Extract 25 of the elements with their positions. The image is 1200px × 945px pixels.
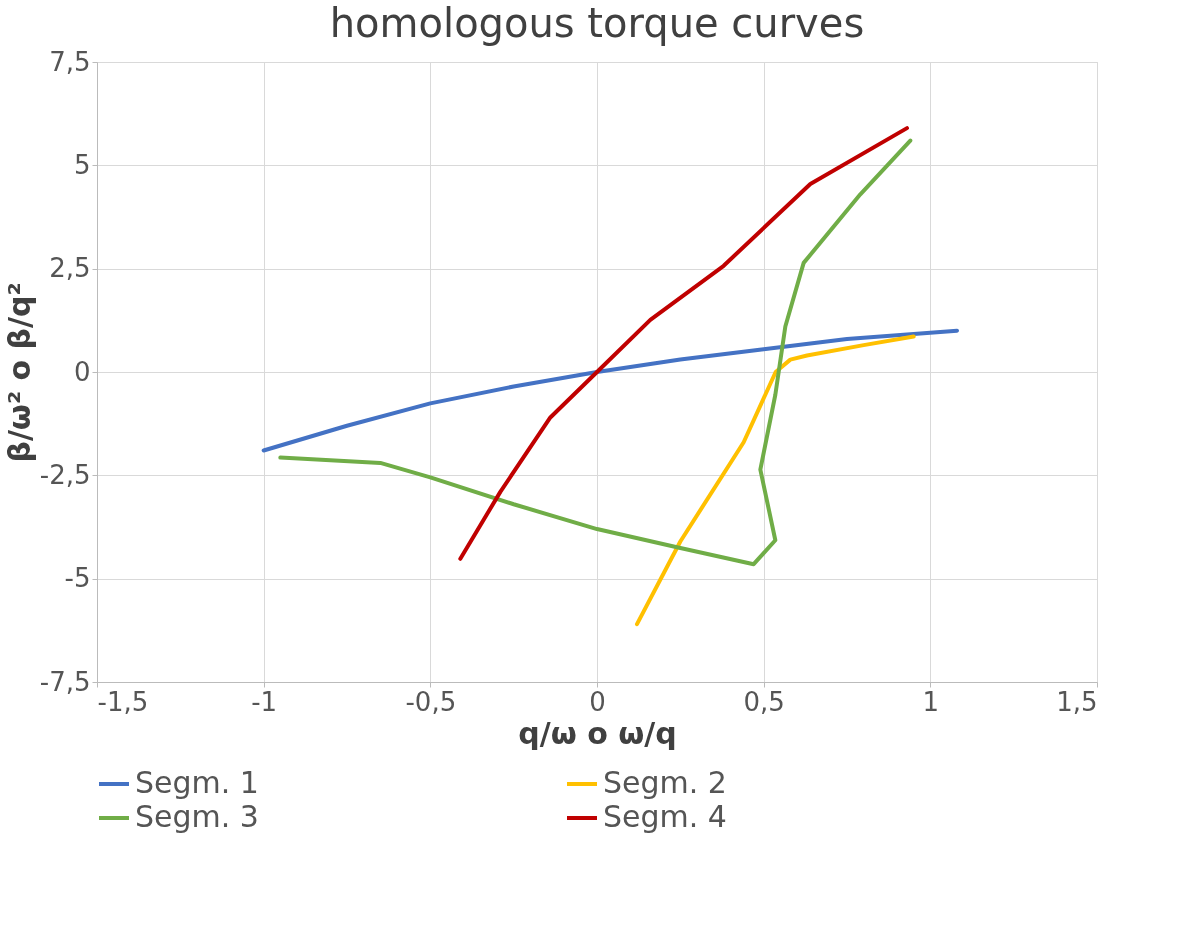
y-tick-label: -5 [64, 563, 91, 594]
y-tick-label: -2,5 [39, 459, 91, 490]
x-tick-label: -0,5 [405, 686, 457, 717]
x-tick-label: -1,5 [97, 686, 149, 717]
x-tick-label: 1 [922, 686, 940, 717]
line-series [278, 138, 913, 567]
line-series [261, 328, 959, 453]
legend-label: Segm. 3 [135, 799, 259, 834]
y-tick-label: -7,5 [39, 666, 91, 697]
legend-label: Segm. 4 [603, 799, 727, 834]
chart-title: homologous torque curves [329, 0, 865, 46]
x-tick-label: 0 [589, 686, 606, 717]
y-tick-label: 0 [73, 356, 91, 387]
y-axis-title: β/ω² o β/q² [1, 282, 37, 463]
x-tick-label: -1 [251, 686, 278, 717]
legend-label: Segm. 1 [135, 765, 259, 800]
y-tick-label: 2,5 [49, 253, 91, 284]
x-axis-title: q/ω o ω/q [518, 715, 677, 751]
legend-label: Segm. 2 [603, 765, 727, 800]
y-tick-label: 7,5 [49, 46, 91, 77]
y-tick-label: 5 [73, 149, 91, 180]
x-tick-label: 1,5 [1056, 686, 1098, 717]
x-tick-label: 0,5 [743, 686, 785, 717]
line-series [635, 334, 916, 627]
line-series [458, 126, 909, 561]
